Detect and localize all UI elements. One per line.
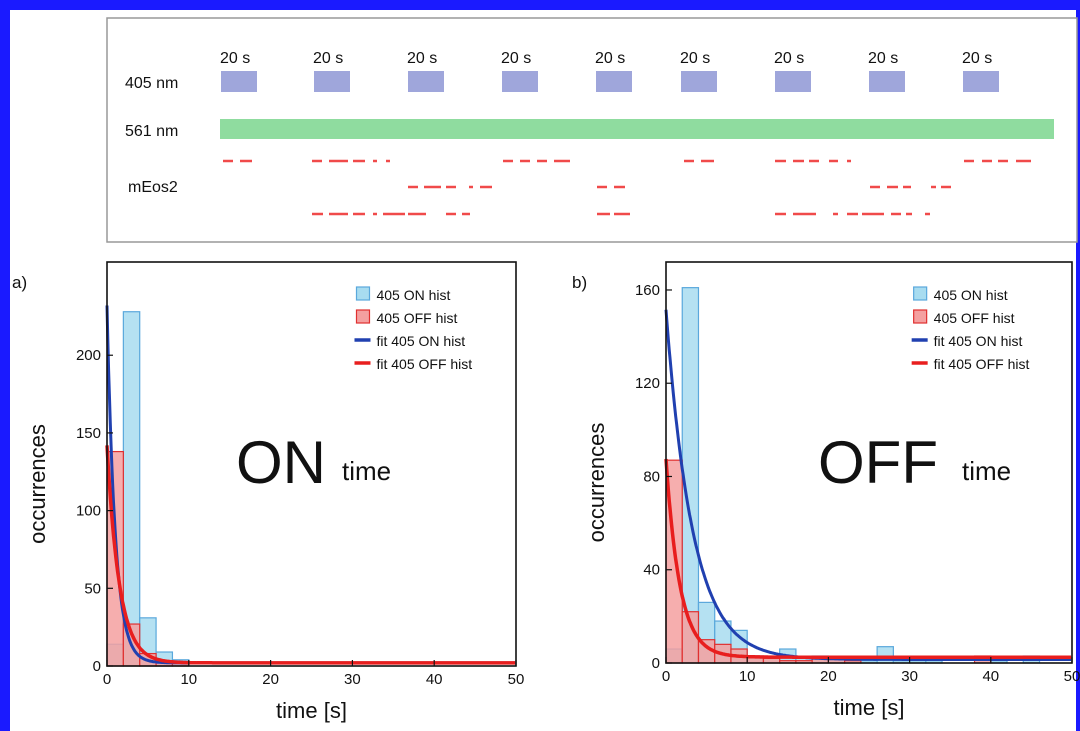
off-xtick-label-0: 0: [662, 668, 670, 685]
annotation-on-sub: time: [342, 456, 391, 486]
on-legend-swatch-1: [355, 286, 371, 301]
chart-off-time: 0 10 20 30 40 50 0 40 80 120 160 time [s] occurrence…: [584, 261, 1080, 720]
pulse-405-9: [963, 71, 999, 92]
interval-label-8: 20 s: [868, 50, 898, 67]
pulse-405-4: [502, 71, 538, 92]
interval-label-1: 20 s: [220, 50, 250, 67]
off-xtick-label-30: 30: [901, 668, 918, 685]
on-fit-off: [105, 445, 516, 665]
emission-traces: [223, 159, 1031, 216]
laser-561-bar: [220, 119, 1054, 139]
pulse-group: 20 s 20 s 20 s 20 s 20 s 20 s 20 s 20 s 20 s: [220, 50, 999, 92]
off-xtick-label-50: 50: [1064, 668, 1080, 685]
pulse-405-3: [408, 71, 444, 92]
off-ylabel: occurrences: [584, 423, 609, 543]
annotation-off: OFF: [818, 429, 938, 496]
on-ytick-label-100: 100: [76, 503, 101, 520]
off-xtick-label-10: 10: [739, 668, 756, 685]
off-xlabel: time [s]: [834, 695, 905, 720]
on-xtick-label-40: 40: [426, 671, 443, 688]
on-ytick-label-0: 0: [93, 658, 101, 675]
row-label-405: 405 nm: [125, 75, 178, 92]
interval-label-4: 20 s: [501, 50, 531, 67]
on-xtick-label-0: 0: [103, 671, 111, 688]
off-plot-frame: [665, 261, 1073, 664]
on-legend-swatch-2: [355, 309, 371, 324]
interval-label-2: 20 s: [313, 50, 343, 67]
annotation-off-sub: time: [962, 456, 1011, 486]
interval-label-9: 20 s: [962, 50, 992, 67]
on-legend-label-4: fit 405 OFF hist: [376, 356, 472, 372]
off-legend-label-1: 405 ON hist: [934, 287, 1008, 303]
pulse-405-6: [681, 71, 717, 92]
pulse-405-7: [775, 71, 811, 92]
off-ytick-label-40: 40: [643, 562, 660, 579]
pulse-405-2: [314, 71, 350, 92]
row-label-561: 561 nm: [125, 123, 178, 140]
on-legend-label-3: fit 405 ON hist: [376, 333, 465, 349]
off-legend-swatch-2: [913, 309, 928, 324]
off-legend-label-2: 405 OFF hist: [934, 310, 1015, 326]
off-ytick-label-120: 120: [635, 375, 660, 392]
row-label-meos2: mEos2: [128, 179, 178, 196]
off-legend-swatch-1: [913, 286, 928, 301]
on-xtick-label-50: 50: [508, 671, 525, 688]
on-xtick-label-20: 20: [262, 671, 279, 688]
off-ytick-label-160: 160: [635, 282, 660, 299]
pulse-405-5: [596, 71, 632, 92]
on-ytick-label-150: 150: [76, 425, 101, 442]
interval-label-6: 20 s: [680, 50, 710, 67]
off-fit-off: [664, 458, 1072, 659]
off-xtick-label-40: 40: [982, 668, 999, 685]
pulse-405-8: [869, 71, 905, 92]
annotation-on: ON: [236, 429, 326, 496]
interval-label-7: 20 s: [774, 50, 804, 67]
on-xlabel: time [s]: [276, 698, 347, 723]
off-fit-on: [664, 309, 1072, 661]
chart-on-time: 0 10 20 30 40 50 0 50 100 150 200 time [s] occurrenc…: [25, 261, 525, 723]
on-ylabel: occurrences: [25, 424, 50, 544]
on-xtick-label-30: 30: [344, 671, 361, 688]
illumination-schematic: 405 nm 561 nm mEos2 20 s 20 s 20 s 20 s 20 s…: [106, 17, 1078, 243]
on-plot-frame: [106, 261, 517, 667]
interval-label-5: 20 s: [595, 50, 625, 67]
on-ytick-label-200: 200: [76, 347, 101, 364]
on-xtick-label-10: 10: [180, 671, 197, 688]
off-legend-label-3: fit 405 ON hist: [934, 333, 1023, 349]
off-ytick-label-0: 0: [652, 655, 660, 672]
interval-label-3: 20 s: [407, 50, 437, 67]
on-legend-label-1: 405 ON hist: [376, 287, 450, 303]
panel-label-b: b): [572, 273, 587, 292]
on-legend-label-2: 405 OFF hist: [376, 310, 457, 326]
panel-label-a: a): [12, 273, 27, 292]
on-ytick-label-50: 50: [84, 580, 101, 597]
off-xtick-label-20: 20: [820, 668, 837, 685]
pulse-405-1: [221, 71, 257, 92]
off-legend-label-4: fit 405 OFF hist: [934, 356, 1030, 372]
off-ytick-label-80: 80: [643, 468, 660, 485]
